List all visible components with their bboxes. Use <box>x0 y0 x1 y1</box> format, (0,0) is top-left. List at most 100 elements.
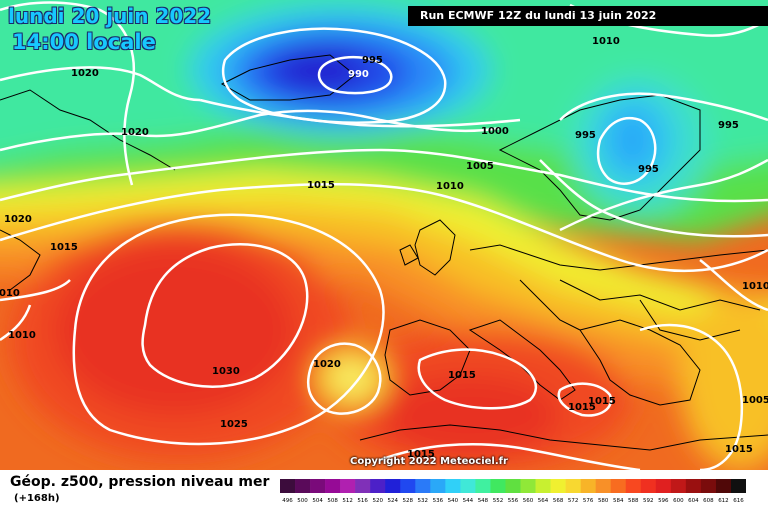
color-scale-swatch <box>610 479 627 493</box>
isobar-label: 1020 <box>121 127 149 138</box>
color-scale-label: 588 <box>628 498 639 504</box>
isobar-label: 1020 <box>4 214 32 225</box>
color-scale-swatch <box>355 479 371 493</box>
color-scale-swatch <box>655 479 672 493</box>
color-scale-label: 524 <box>387 498 398 504</box>
color-scale-label: 552 <box>493 498 504 504</box>
color-scale-swatch <box>310 479 326 493</box>
isobar-label: 1010 <box>742 281 768 292</box>
run-info-banner: Run ECMWF 12Z du lundi 13 juin 2022 <box>408 6 768 26</box>
color-scale-swatch <box>460 479 476 493</box>
isobar-label: 1015 <box>407 449 435 460</box>
color-scale-label: 528 <box>403 498 414 504</box>
copyright-notice: Copyright 2022 Meteociel.fr <box>350 456 508 467</box>
isobar-label: 1015 <box>725 444 753 455</box>
color-scale-swatch <box>475 479 491 493</box>
isobar-label: 995 <box>362 55 383 66</box>
color-scale-swatch <box>295 479 311 493</box>
color-scale-label: 592 <box>643 498 654 504</box>
isobar-label: 1020 <box>71 68 99 79</box>
color-scale-swatch <box>490 479 506 493</box>
color-scale-label: 608 <box>703 498 714 504</box>
isobar-label: 1020 <box>313 359 341 370</box>
color-scale-swatch <box>685 479 702 493</box>
isobar-label: 995 <box>638 164 659 175</box>
color-scale-swatch <box>730 479 746 493</box>
isobar-label: 1010 <box>0 288 20 299</box>
isobar-lines <box>0 1 768 470</box>
isobar-label: 1010 <box>8 330 36 341</box>
isobar-label: 1015 <box>307 180 335 191</box>
color-scale-swatch <box>625 479 642 493</box>
isobar-label: 1005 <box>466 161 494 172</box>
isobar-label: 1030 <box>212 366 240 377</box>
color-scale-swatch <box>700 479 717 493</box>
legend-footer: Géop. z500, pression niveau mer (+168h) … <box>0 470 768 512</box>
isobar-label: 1005 <box>742 395 768 406</box>
color-scale-swatch <box>550 479 566 493</box>
color-scale-label: 568 <box>553 498 564 504</box>
color-scale-swatch <box>565 479 581 493</box>
color-scale-swatch <box>640 479 657 493</box>
isobar-label: 990 <box>348 69 369 80</box>
color-scale-label: 604 <box>688 498 699 504</box>
isobar-label: 1000 <box>481 126 509 137</box>
isobar-labels: 1020 1020 1020 1015 1010 1010 995 990 10… <box>0 36 768 460</box>
isobar-label: 1010 <box>592 36 620 47</box>
color-scale-swatch <box>535 479 551 493</box>
color-scale-swatch <box>280 479 296 493</box>
color-scale-swatch <box>670 479 687 493</box>
color-scale-swatch <box>325 479 341 493</box>
geopotential-map: 1020 1020 1020 1015 1010 1010 995 990 10… <box>0 0 768 470</box>
map-parameter-title: Géop. z500, pression niveau mer <box>10 474 270 490</box>
color-scale-label: 500 <box>297 498 308 504</box>
color-scale-label: 536 <box>433 498 444 504</box>
color-scale-label: 520 <box>372 498 383 504</box>
color-scale-label: 576 <box>583 498 594 504</box>
color-scale-label: 580 <box>598 498 609 504</box>
color-scale-swatch <box>580 479 596 493</box>
color-scale-bar: 496 500 504 508 512 516 520 524 528 532 536 540 544 5… <box>280 479 746 504</box>
color-scale-label: 600 <box>673 498 684 504</box>
color-scale-swatch <box>520 479 536 493</box>
isobar-label: 1015 <box>50 242 78 253</box>
z500-color-field <box>0 0 768 470</box>
color-scale-label: 596 <box>658 498 669 504</box>
isobar-label: 1015 <box>568 402 596 413</box>
color-scale-label: 540 <box>448 498 459 504</box>
isobar-label: 1015 <box>448 370 476 381</box>
isobar-label: 1010 <box>436 181 464 192</box>
color-scale-label: 556 <box>508 498 519 504</box>
color-scale-label: 544 <box>463 498 474 504</box>
color-scale-swatch <box>385 479 401 493</box>
isobar-label: 1015 <box>588 396 616 407</box>
color-scale-swatch <box>340 479 356 493</box>
color-scale-label: 560 <box>523 498 534 504</box>
color-scale-label: 548 <box>478 498 489 504</box>
color-scale-label: 616 <box>733 498 744 504</box>
color-scale-swatch <box>715 479 732 493</box>
color-scale-swatch <box>370 479 386 493</box>
isobar-label: 995 <box>718 120 739 131</box>
color-scale-label: 496 <box>282 498 293 504</box>
forecast-time: 14:00 locale <box>12 30 156 54</box>
color-scale-swatch <box>505 479 521 493</box>
color-scale-label: 612 <box>718 498 729 504</box>
color-scale-swatch <box>430 479 446 493</box>
color-scale-label: 516 <box>357 498 368 504</box>
color-scale-label: 512 <box>342 498 353 504</box>
forecast-date: lundi 20 juin 2022 <box>8 4 212 28</box>
color-scale-swatch <box>415 479 431 493</box>
color-scale-label: 584 <box>613 498 624 504</box>
color-scale-swatch <box>595 479 612 493</box>
forecast-lead-time: (+168h) <box>14 493 60 504</box>
isobar-label: 995 <box>575 130 596 141</box>
color-scale-label: 504 <box>312 498 323 504</box>
color-scale-label: 572 <box>568 498 579 504</box>
color-scale-swatch <box>445 479 461 493</box>
color-scale-label: 508 <box>327 498 338 504</box>
run-info-text: Run ECMWF 12Z du lundi 13 juin 2022 <box>420 9 657 22</box>
color-scale-swatch <box>400 479 416 493</box>
color-scale-label: 532 <box>418 498 429 504</box>
